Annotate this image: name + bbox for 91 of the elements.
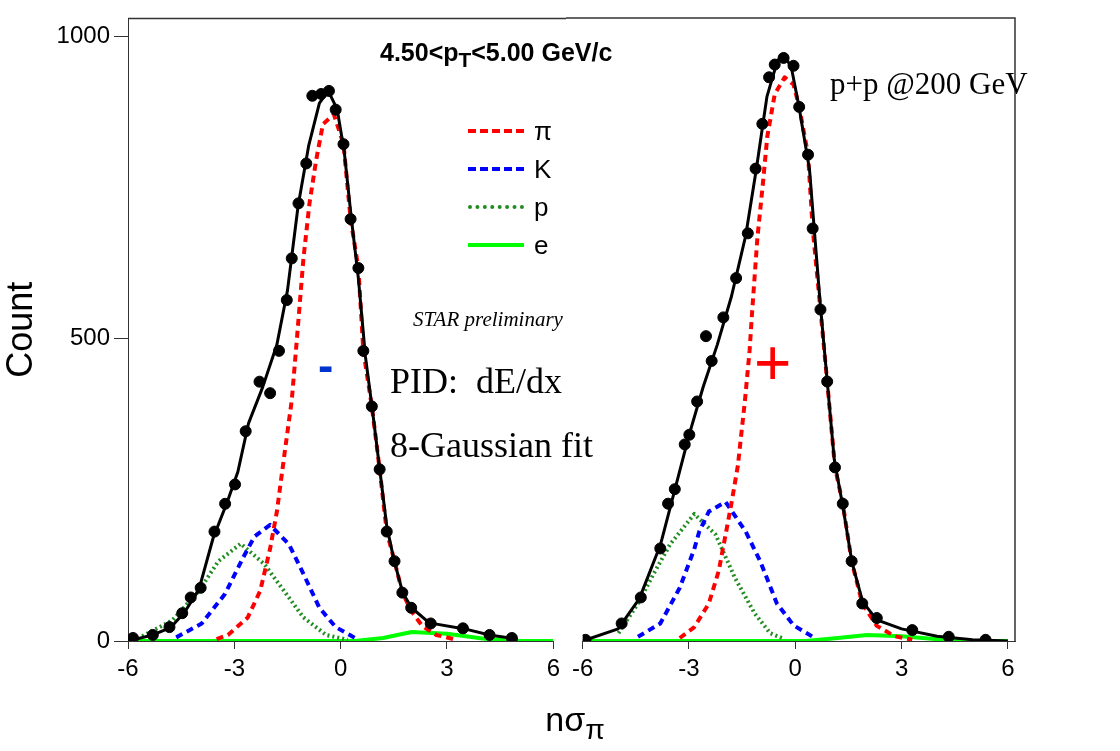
point xyxy=(683,428,696,441)
point xyxy=(176,607,189,620)
point xyxy=(380,525,393,538)
point xyxy=(483,628,496,641)
point xyxy=(942,630,955,641)
point xyxy=(845,555,858,568)
y-tick-label: 1000 xyxy=(56,21,110,49)
legend-label: π xyxy=(534,116,552,146)
legend-label: p xyxy=(534,192,549,222)
x-tick-label: 0 xyxy=(788,654,802,682)
point xyxy=(856,597,869,610)
point xyxy=(654,542,667,555)
point xyxy=(763,71,776,84)
point xyxy=(793,100,806,113)
annotation: PID: dE/dx xyxy=(390,360,563,402)
y-tick-label: 0 xyxy=(96,625,110,653)
point xyxy=(322,84,335,97)
point xyxy=(373,463,386,476)
point xyxy=(365,400,378,413)
x-tick-label: 0 xyxy=(333,654,348,682)
point xyxy=(814,303,827,316)
point xyxy=(239,425,252,438)
point xyxy=(253,375,266,388)
point xyxy=(768,58,781,71)
point xyxy=(405,601,418,614)
point xyxy=(280,294,293,307)
point xyxy=(806,222,819,235)
point xyxy=(870,612,883,625)
point xyxy=(292,197,305,210)
point xyxy=(337,138,350,151)
point xyxy=(821,375,834,388)
x-tick-label: 3 xyxy=(440,654,454,682)
x-tick-label: -3 xyxy=(678,654,700,682)
point xyxy=(662,497,675,510)
point xyxy=(388,555,401,568)
point xyxy=(329,103,342,116)
point xyxy=(505,631,518,641)
point xyxy=(777,51,790,64)
point xyxy=(756,117,769,130)
point xyxy=(424,617,437,630)
point xyxy=(668,483,681,496)
x-tick-label: 3 xyxy=(894,654,909,682)
point xyxy=(691,395,704,408)
point xyxy=(802,148,815,161)
legend-label: K xyxy=(534,154,552,184)
point xyxy=(357,344,370,357)
point xyxy=(699,330,712,343)
point xyxy=(194,581,207,594)
line-series xyxy=(174,522,358,640)
x-tick-label: 6 xyxy=(546,654,561,682)
point xyxy=(615,617,628,630)
point xyxy=(344,213,357,226)
point xyxy=(184,591,197,604)
point xyxy=(741,227,754,240)
point xyxy=(678,438,691,451)
point xyxy=(163,621,176,634)
x-tick-label: -3 xyxy=(223,654,245,682)
x-tick-label: -6 xyxy=(117,654,139,682)
annotation: - xyxy=(318,338,334,392)
point xyxy=(730,272,743,285)
point xyxy=(836,497,849,510)
point xyxy=(717,311,730,324)
point xyxy=(208,525,221,538)
point xyxy=(264,387,277,400)
point xyxy=(787,59,800,72)
annotation: 4.50<p$_{T}$<5.00 GeV/c xyxy=(380,38,613,72)
point xyxy=(749,162,762,175)
point xyxy=(906,624,919,637)
point xyxy=(396,586,409,599)
point xyxy=(456,622,469,635)
annotation: + xyxy=(754,326,792,400)
legend-label: e xyxy=(534,230,549,260)
point xyxy=(272,344,285,357)
y-tick-label: 500 xyxy=(69,323,110,351)
point xyxy=(300,157,313,170)
point xyxy=(229,478,242,491)
y-axis-title: Count xyxy=(0,281,40,378)
line-series xyxy=(140,541,350,641)
annotation: STAR preliminary xyxy=(413,307,563,332)
point xyxy=(219,497,232,510)
point xyxy=(634,591,647,604)
x-tick-label: -6 xyxy=(572,654,594,682)
annotation: 8-Gaussian fit xyxy=(390,424,593,466)
point xyxy=(352,262,365,275)
point xyxy=(285,252,298,265)
point xyxy=(828,461,841,474)
x-axis-title: nσ$_{π}$ xyxy=(545,700,605,746)
point xyxy=(146,628,159,641)
x-tick-label: 6 xyxy=(1001,654,1015,682)
point xyxy=(128,631,139,641)
point xyxy=(705,354,718,367)
